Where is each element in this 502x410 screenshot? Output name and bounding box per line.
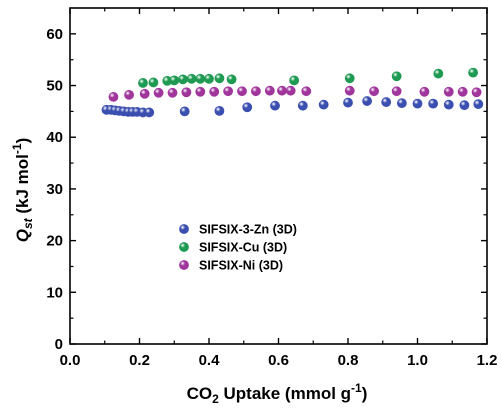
data-point: [457, 86, 468, 97]
y-tick-label: 0: [55, 336, 63, 353]
data-point: [344, 85, 355, 96]
data-point: [251, 86, 261, 97]
x-axis-title-rest: Uptake (mmol g: [219, 384, 351, 403]
legend-marker: [179, 260, 189, 270]
y-tick-label: 10: [46, 284, 63, 301]
data-point: [443, 86, 454, 97]
y-axis-title-rest: (kJ mol: [13, 154, 32, 218]
data-point: [428, 98, 439, 109]
y-tick-labels: 0 10 20 30 40 50 60: [46, 26, 63, 353]
data-point: [301, 86, 312, 97]
data-point: [285, 85, 296, 96]
x-axis-title-main: CO: [187, 384, 213, 403]
data-point: [195, 86, 206, 97]
data-point: [362, 96, 373, 106]
y-axis-title-main: Q: [13, 229, 32, 242]
data-point: [223, 86, 234, 97]
legend: SIFSIX-3-Zn (3D) SIFSIX-Cu (3D) SIFSIX-Ni …: [179, 223, 297, 273]
y-tick-label: 20: [46, 233, 63, 250]
legend-label: SIFSIX-3-Zn (3D): [199, 223, 297, 237]
data-point: [195, 73, 206, 84]
x-tick-labels: 0.0 0.2 0.4 0.6 0.8 1.0 1.2: [60, 352, 498, 369]
y-axis-title-end: ): [13, 138, 32, 144]
data-point: [153, 87, 164, 98]
legend-marker: [179, 242, 189, 252]
data-point: [179, 106, 190, 117]
data-point: [124, 89, 134, 100]
data-point: [473, 99, 484, 110]
y-tick-label: 50: [46, 78, 63, 95]
data-point: [209, 86, 220, 97]
x-tick-label: 1.0: [407, 352, 428, 369]
y-axis-title-sup: -1: [10, 143, 24, 154]
series-sifsix-cu-3d: [138, 67, 478, 88]
x-axis-title: CO2 Uptake (mmol g-1): [187, 381, 368, 406]
data-point: [459, 100, 470, 111]
data-point: [181, 87, 192, 98]
data-point: [318, 99, 329, 110]
data-points: [101, 67, 484, 118]
data-point: [396, 98, 407, 109]
data-point: [167, 87, 178, 98]
y-tick-label: 30: [46, 181, 63, 198]
x-tick-label: 0.4: [199, 352, 221, 369]
data-point: [391, 86, 402, 97]
x-tick-label: 0.6: [268, 352, 289, 369]
legend-label: SIFSIX-Ni (3D): [199, 259, 283, 273]
x-axis-title-sub: 2: [212, 392, 219, 406]
data-point: [108, 92, 119, 102]
data-point: [412, 98, 423, 109]
series-sifsix-ni-3d: [108, 85, 482, 102]
data-point: [270, 100, 280, 111]
data-point: [214, 105, 225, 116]
data-point: [391, 71, 402, 82]
data-point: [369, 86, 379, 97]
data-point: [178, 74, 188, 85]
data-point: [186, 73, 197, 84]
data-point: [471, 87, 482, 98]
x-axis-title-end: ): [362, 384, 368, 403]
data-point: [204, 73, 214, 84]
data-point: [468, 67, 478, 78]
axes: [69, 7, 488, 345]
data-point: [214, 73, 225, 84]
plot-frame: [69, 7, 488, 345]
x-tick-label: 1.2: [477, 352, 498, 369]
data-point: [443, 99, 454, 110]
series-sifsix-3-zn-3d: [101, 96, 484, 118]
data-point: [289, 75, 300, 86]
x-tick-label: 0.8: [338, 352, 359, 369]
data-point: [419, 86, 430, 97]
y-axis-title-sub: st: [21, 217, 35, 229]
data-point: [139, 88, 150, 99]
x-axis-title-sup: -1: [351, 381, 362, 395]
data-point: [433, 68, 444, 79]
legend-label: SIFSIX-Cu (3D): [199, 241, 287, 255]
legend-marker: [179, 224, 189, 234]
x-tick-label: 0.0: [60, 352, 81, 369]
data-point: [144, 107, 155, 118]
data-point: [226, 74, 237, 85]
data-point: [381, 97, 392, 107]
data-point: [264, 85, 275, 96]
x-tick-label: 0.2: [129, 352, 150, 369]
tick-marks: [69, 8, 488, 345]
data-point: [344, 73, 355, 84]
y-tick-label: 40: [46, 129, 63, 146]
data-point: [297, 100, 308, 111]
y-axis-title: Qst (kJ mol-1): [10, 138, 35, 243]
data-point: [242, 102, 253, 113]
data-point: [277, 85, 287, 96]
data-point: [237, 86, 247, 97]
data-point: [138, 78, 148, 88]
data-point: [148, 77, 159, 88]
data-point: [343, 97, 353, 108]
y-tick-label: 60: [46, 26, 63, 43]
data-point: [169, 75, 180, 86]
